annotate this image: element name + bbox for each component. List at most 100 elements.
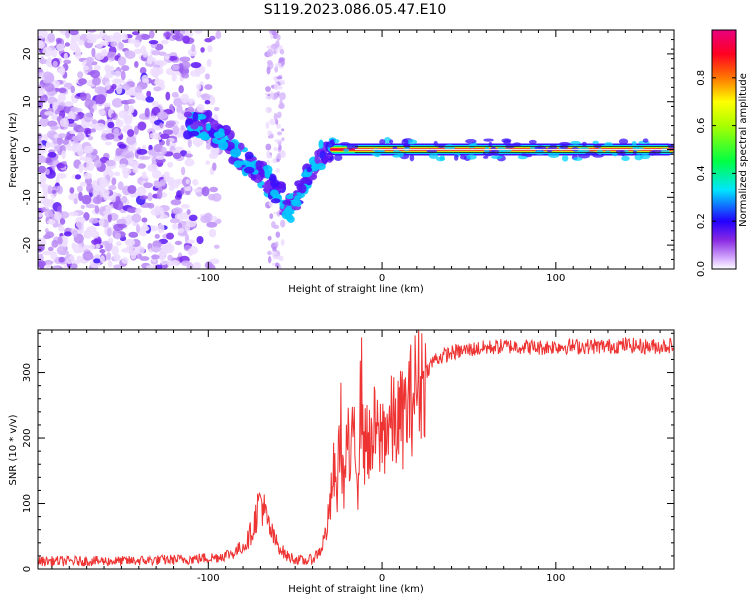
noise-blob bbox=[57, 68, 66, 73]
spectrogram-x-tick-label: 0 bbox=[379, 273, 385, 284]
colorbar: 0.0 0.2 0.4 0.6 0.8 Normalized spectral ampl… bbox=[696, 29, 749, 277]
noise-blob bbox=[90, 128, 97, 133]
noise-blob bbox=[105, 165, 112, 174]
noise-blob bbox=[137, 246, 146, 254]
noise-blob bbox=[141, 217, 148, 223]
noise-blob bbox=[117, 181, 124, 191]
snr-x-tick-label: 0 bbox=[379, 573, 385, 584]
noise-blob bbox=[203, 212, 213, 223]
snr-y-tick-label: 300 bbox=[22, 363, 33, 382]
noise-blob bbox=[99, 255, 105, 263]
noise-blob bbox=[208, 228, 217, 238]
noise-blob bbox=[42, 191, 48, 200]
noise-blob bbox=[124, 239, 134, 246]
noise-blob bbox=[56, 246, 67, 255]
noise-blob bbox=[265, 143, 272, 151]
noise-blob bbox=[130, 251, 137, 260]
band-blob bbox=[631, 141, 637, 146]
noise-blob bbox=[180, 125, 185, 131]
colorbar-tick-label: 0.0 bbox=[696, 261, 707, 277]
noise-blob bbox=[63, 52, 68, 61]
noise-blob bbox=[271, 221, 276, 229]
noise-blob bbox=[51, 239, 59, 248]
noise-blob bbox=[196, 103, 205, 113]
noise-blob bbox=[108, 185, 117, 191]
noise-blob bbox=[45, 264, 52, 269]
noise-blob bbox=[113, 70, 122, 77]
noise-blob bbox=[172, 34, 180, 40]
noise-blob bbox=[173, 98, 184, 107]
noise-blob bbox=[134, 39, 141, 48]
noise-blob bbox=[147, 128, 156, 135]
noise-blob bbox=[151, 50, 161, 56]
spectrogram-y-tick-label: -20 bbox=[22, 237, 33, 253]
band-blob bbox=[648, 150, 657, 156]
noise-blob bbox=[122, 149, 131, 159]
noise-blob bbox=[205, 160, 210, 165]
noise-blob bbox=[74, 174, 82, 180]
noise-blob bbox=[105, 204, 113, 212]
noise-blob bbox=[102, 210, 112, 216]
noise-blob bbox=[139, 155, 151, 160]
noise-blob bbox=[94, 123, 106, 131]
noise-blob bbox=[52, 266, 60, 269]
noise-blob bbox=[200, 47, 205, 53]
band-blob bbox=[483, 138, 494, 142]
noise-blob bbox=[136, 186, 147, 197]
noise-blob bbox=[159, 133, 170, 140]
noise-blob bbox=[192, 178, 199, 186]
noise-blob bbox=[70, 106, 79, 112]
noise-blob bbox=[47, 246, 54, 252]
noise-blob bbox=[104, 242, 113, 252]
noise-blob bbox=[56, 185, 64, 195]
noise-blob bbox=[93, 65, 101, 71]
noise-blob bbox=[149, 30, 155, 39]
noise-blob bbox=[276, 34, 281, 41]
band-blob bbox=[343, 148, 350, 153]
noise-blob bbox=[63, 231, 72, 237]
band-blob bbox=[604, 142, 613, 147]
noise-blob bbox=[145, 264, 157, 269]
noise-blob bbox=[56, 135, 63, 146]
noise-blob bbox=[70, 85, 75, 94]
noise-blob bbox=[59, 217, 66, 225]
noise-blob bbox=[121, 83, 131, 91]
noise-blob bbox=[38, 142, 43, 150]
noise-blob bbox=[160, 146, 167, 155]
noise-blob bbox=[213, 106, 220, 112]
trace-blob bbox=[270, 189, 279, 197]
noise-blob bbox=[127, 184, 137, 195]
trace-blob bbox=[285, 194, 294, 200]
trace-blob bbox=[237, 142, 245, 151]
snr-x-tick-label: 100 bbox=[546, 573, 565, 584]
noise-blob bbox=[103, 102, 111, 107]
band-blob bbox=[592, 140, 599, 145]
snr-x-tick-label: -100 bbox=[197, 573, 220, 584]
noise-blob bbox=[111, 245, 119, 256]
noise-blob bbox=[160, 260, 167, 266]
noise-blob bbox=[78, 163, 84, 173]
noise-blob bbox=[45, 142, 51, 148]
noise-blob bbox=[56, 163, 66, 169]
band-blob bbox=[482, 155, 489, 159]
band-blob bbox=[339, 142, 351, 146]
noise-blob bbox=[190, 62, 202, 69]
noise-blob bbox=[160, 247, 168, 257]
noise-blob bbox=[86, 33, 92, 40]
figure-title: S119.2023.086.05.47.E10 bbox=[264, 2, 447, 18]
noise-blob bbox=[115, 119, 124, 128]
noise-blob bbox=[155, 155, 165, 160]
noise-blob bbox=[87, 30, 97, 33]
band-blob bbox=[433, 140, 438, 146]
noise-blob bbox=[276, 131, 283, 136]
noise-blob bbox=[63, 59, 72, 65]
noise-blob bbox=[162, 129, 174, 136]
noise-blob bbox=[110, 40, 118, 47]
trace-blob bbox=[227, 141, 235, 150]
noise-blob bbox=[148, 39, 159, 45]
noise-blob bbox=[69, 30, 79, 36]
noise-blob bbox=[270, 43, 278, 50]
snr-axes: -100 0 100 0 100 200 300 bbox=[22, 330, 674, 584]
colorbar-tick-label: 0.4 bbox=[696, 165, 707, 181]
